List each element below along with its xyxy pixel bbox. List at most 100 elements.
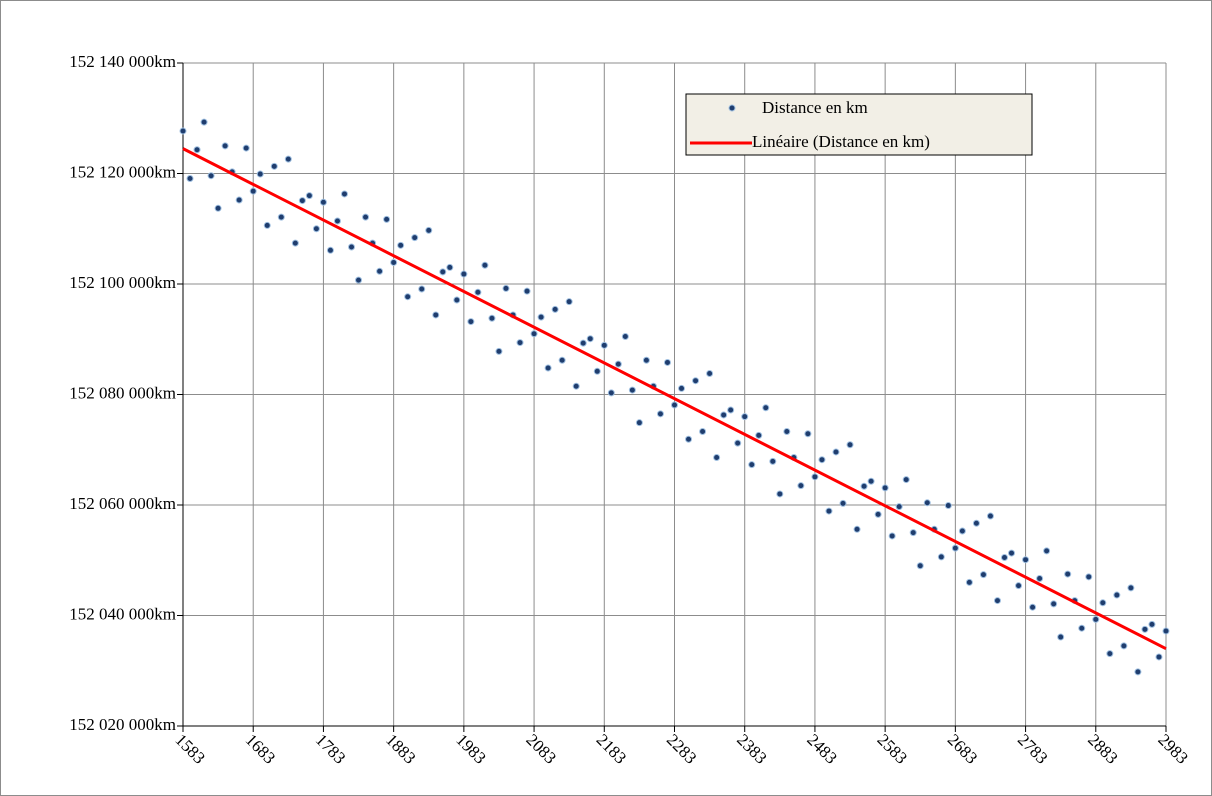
point: [951, 544, 959, 552]
point: [656, 410, 664, 418]
point: [783, 428, 791, 436]
point: [481, 261, 489, 269]
point: [804, 430, 812, 438]
point: [305, 192, 313, 200]
point: [769, 457, 777, 465]
point: [488, 314, 496, 322]
point: [706, 370, 714, 378]
point: [727, 406, 735, 414]
point: [1099, 599, 1107, 607]
point: [600, 341, 608, 349]
point: [720, 411, 728, 419]
point: [832, 448, 840, 456]
point: [621, 332, 629, 340]
point: [1064, 570, 1072, 578]
point: [186, 174, 194, 182]
point: [642, 356, 650, 364]
point: [748, 461, 756, 469]
point: [516, 339, 524, 347]
point: [277, 213, 285, 221]
point: [263, 221, 271, 229]
point: [1050, 600, 1058, 608]
legend-box: [685, 93, 1033, 156]
point: [1148, 620, 1156, 628]
point: [1092, 615, 1100, 623]
point: [333, 217, 341, 225]
point: [699, 428, 707, 436]
point: [586, 335, 594, 343]
y-tick-label: 152 040 000km: [69, 604, 176, 623]
point: [256, 170, 264, 178]
legend-marker: [728, 104, 736, 112]
point: [530, 330, 538, 338]
point: [411, 234, 419, 242]
point: [242, 144, 250, 152]
point: [1085, 573, 1093, 581]
point: [376, 267, 384, 275]
point: [425, 226, 433, 234]
point: [867, 477, 875, 485]
point: [607, 389, 615, 397]
point: [474, 288, 482, 296]
point: [432, 311, 440, 319]
point: [1043, 547, 1051, 555]
point: [200, 118, 208, 126]
point: [565, 298, 573, 306]
point: [390, 258, 398, 266]
point: [270, 162, 278, 170]
point: [235, 196, 243, 204]
point: [755, 431, 763, 439]
point: [972, 519, 980, 527]
point: [207, 172, 215, 180]
point: [902, 476, 910, 484]
point: [888, 532, 896, 540]
point: [355, 276, 363, 284]
point: [495, 347, 503, 355]
point: [348, 243, 356, 251]
point: [818, 456, 826, 464]
point: [628, 386, 636, 394]
point: [678, 384, 686, 392]
point: [453, 296, 461, 304]
point: [551, 305, 559, 313]
point: [179, 127, 187, 135]
y-tick-label: 152 060 000km: [69, 494, 176, 513]
point: [446, 263, 454, 271]
point: [713, 453, 721, 461]
point: [319, 198, 327, 206]
trend-line: [182, 147, 1167, 650]
point: [635, 419, 643, 427]
point: [284, 155, 292, 163]
y-tick-label: 152 140 000km: [69, 52, 176, 71]
point: [1127, 584, 1135, 592]
point: [312, 225, 320, 233]
point: [537, 313, 545, 321]
point: [1155, 653, 1163, 661]
point: [572, 382, 580, 390]
point: [1162, 627, 1170, 635]
point: [846, 441, 854, 449]
point: [916, 562, 924, 570]
point: [404, 293, 412, 301]
point: [249, 187, 257, 195]
point: [1001, 553, 1009, 561]
point: [1036, 574, 1044, 582]
point: [923, 499, 931, 507]
point: [460, 270, 468, 278]
point: [579, 339, 587, 347]
point: [221, 142, 229, 150]
point: [909, 529, 917, 537]
point: [326, 246, 334, 254]
legend-label: Linéaire (Distance en km): [752, 132, 930, 151]
point: [558, 356, 566, 364]
y-tick-label: 152 100 000km: [69, 273, 176, 292]
point: [685, 435, 693, 443]
point: [1057, 633, 1065, 641]
point: [214, 204, 222, 212]
point: [944, 502, 952, 510]
point: [502, 284, 510, 292]
point: [1106, 650, 1114, 658]
point: [811, 473, 819, 481]
point: [1008, 549, 1016, 557]
